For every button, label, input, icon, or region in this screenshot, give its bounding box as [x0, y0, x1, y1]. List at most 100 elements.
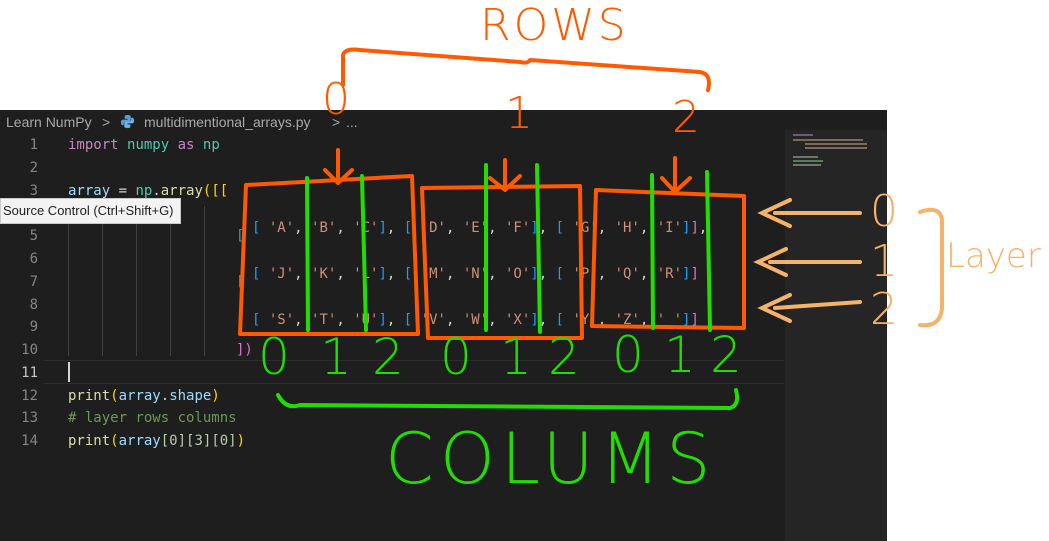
layer-index-label: 0: [870, 186, 898, 237]
string-cell: 'Z': [614, 312, 640, 328]
code-line[interactable]: ]): [236, 339, 253, 362]
string-cell: 'C': [353, 220, 379, 236]
bracket: [: [236, 228, 245, 244]
line-number: 3: [29, 183, 38, 199]
minimap-line: [793, 156, 818, 158]
variable-array: array: [118, 388, 161, 404]
operator: =: [110, 183, 136, 199]
string-cell: 'O': [504, 266, 531, 282]
function-call: array: [160, 183, 203, 199]
column-index-label: 2: [548, 328, 580, 386]
layer-arrow-0: [757, 198, 862, 228]
module-name: numpy: [127, 137, 170, 153]
line-number-active: 11: [21, 365, 38, 381]
string-cell: 'W': [462, 312, 489, 328]
variable-array: array: [118, 433, 161, 449]
minimap-line: [793, 134, 813, 136]
minimap-line: [793, 139, 863, 141]
line-number: 12: [21, 388, 38, 404]
code-comment[interactable]: # layer rows columns: [68, 410, 237, 426]
string-cell: 'K': [311, 266, 337, 282]
breadcrumb-separator: >: [102, 114, 111, 130]
indent-guide: [136, 206, 137, 356]
layer-index-label: 2: [870, 284, 898, 335]
layer-box-2: [590, 188, 746, 330]
line-number: 13: [21, 410, 38, 426]
string-cell: 'E': [462, 220, 489, 236]
string-cell: 'J': [268, 266, 295, 282]
code-line[interactable]: print(array.shape): [68, 388, 220, 404]
layer-brace: [918, 207, 945, 328]
string-cell: '_': [656, 312, 683, 328]
layer-index-label: 1: [870, 236, 898, 287]
module-alias: np: [135, 183, 153, 199]
python-file-icon: [120, 114, 135, 129]
column-index-label: 1: [664, 326, 696, 384]
string-cell: 'I': [656, 220, 683, 236]
line-number: 1: [29, 137, 38, 153]
line-number: 6: [29, 251, 38, 267]
breadcrumb-folder[interactable]: Learn NumPy: [6, 114, 92, 130]
source-control-tooltip: Source Control (Ctrl+Shift+G): [0, 198, 181, 224]
string-cell: 'A': [268, 220, 295, 236]
column-index-label: 1: [500, 328, 532, 386]
line-number: 8: [29, 297, 38, 313]
column-index-label: 1: [320, 328, 352, 386]
breadcrumb: Learn NumPy > multidimentional_arrays.py…: [0, 110, 887, 134]
code-line[interactable]: print(array[0][3][0]): [68, 433, 246, 449]
line-number: 9: [29, 319, 38, 335]
rows-brace: [341, 47, 711, 92]
string-cell: 'R': [656, 266, 683, 282]
string-cell: 'B': [311, 220, 337, 236]
string-cell: 'S': [268, 312, 295, 328]
string-cell: 'T': [311, 312, 337, 328]
row-index-label: 0: [322, 74, 350, 125]
row-arrow-1: [488, 158, 522, 192]
indent-guide: [204, 206, 205, 356]
function-print: print: [68, 388, 111, 404]
column-index-label: 0: [612, 326, 644, 384]
variable-array: array: [68, 183, 111, 199]
layer-box-1: [420, 184, 584, 340]
keyword-import: import: [68, 137, 119, 153]
dot: .: [152, 183, 161, 199]
string-cell: 'P': [572, 266, 598, 282]
code-line[interactable]: array = np.array([[: [68, 180, 228, 203]
column-index-label: 2: [710, 326, 742, 384]
line-number: 7: [29, 274, 38, 290]
breadcrumb-file[interactable]: multidimentional_arrays.py: [144, 114, 311, 130]
code-editor[interactable]: Learn NumPy > multidimentional_arrays.py…: [0, 110, 887, 541]
line-number: 5: [29, 228, 38, 244]
rows-label: ROWS: [480, 0, 629, 51]
layer-arrow-1: [753, 247, 862, 277]
string-cell: 'D': [420, 220, 446, 236]
keyword-as: as: [177, 137, 195, 153]
line-number: 10: [21, 342, 38, 358]
column-index-label: 2: [372, 328, 404, 386]
column-divider: [360, 174, 368, 332]
column-divider: [650, 173, 655, 330]
line-number: 2: [29, 160, 38, 176]
row-index-label: 1: [505, 88, 533, 139]
string-cell: 'N': [462, 266, 489, 282]
string-cell: 'F': [504, 220, 531, 236]
columns-label: COLUMS: [385, 418, 717, 500]
string-cell: 'H': [614, 220, 640, 236]
indent-guide: [102, 206, 103, 356]
attribute-shape: shape: [169, 388, 212, 404]
column-divider: [535, 163, 542, 334]
code-line[interactable]: import numpy as np: [68, 134, 220, 157]
minimap-line: [793, 164, 821, 166]
module-alias: np: [202, 137, 220, 153]
layer-box-0: [238, 174, 420, 336]
line-number: 14: [21, 433, 38, 449]
row-arrow-2: [660, 156, 692, 194]
breadcrumb-more[interactable]: ...: [346, 114, 358, 130]
minimap-line: [805, 143, 867, 145]
minimap-line: [793, 160, 823, 162]
row-index-label: 2: [672, 92, 700, 143]
array-row-0: [ 'A', 'B', 'C'], [ 'D', 'E', 'F'], [ 'G…: [252, 220, 708, 236]
minimap[interactable]: [785, 130, 887, 541]
text-cursor: [68, 362, 70, 382]
